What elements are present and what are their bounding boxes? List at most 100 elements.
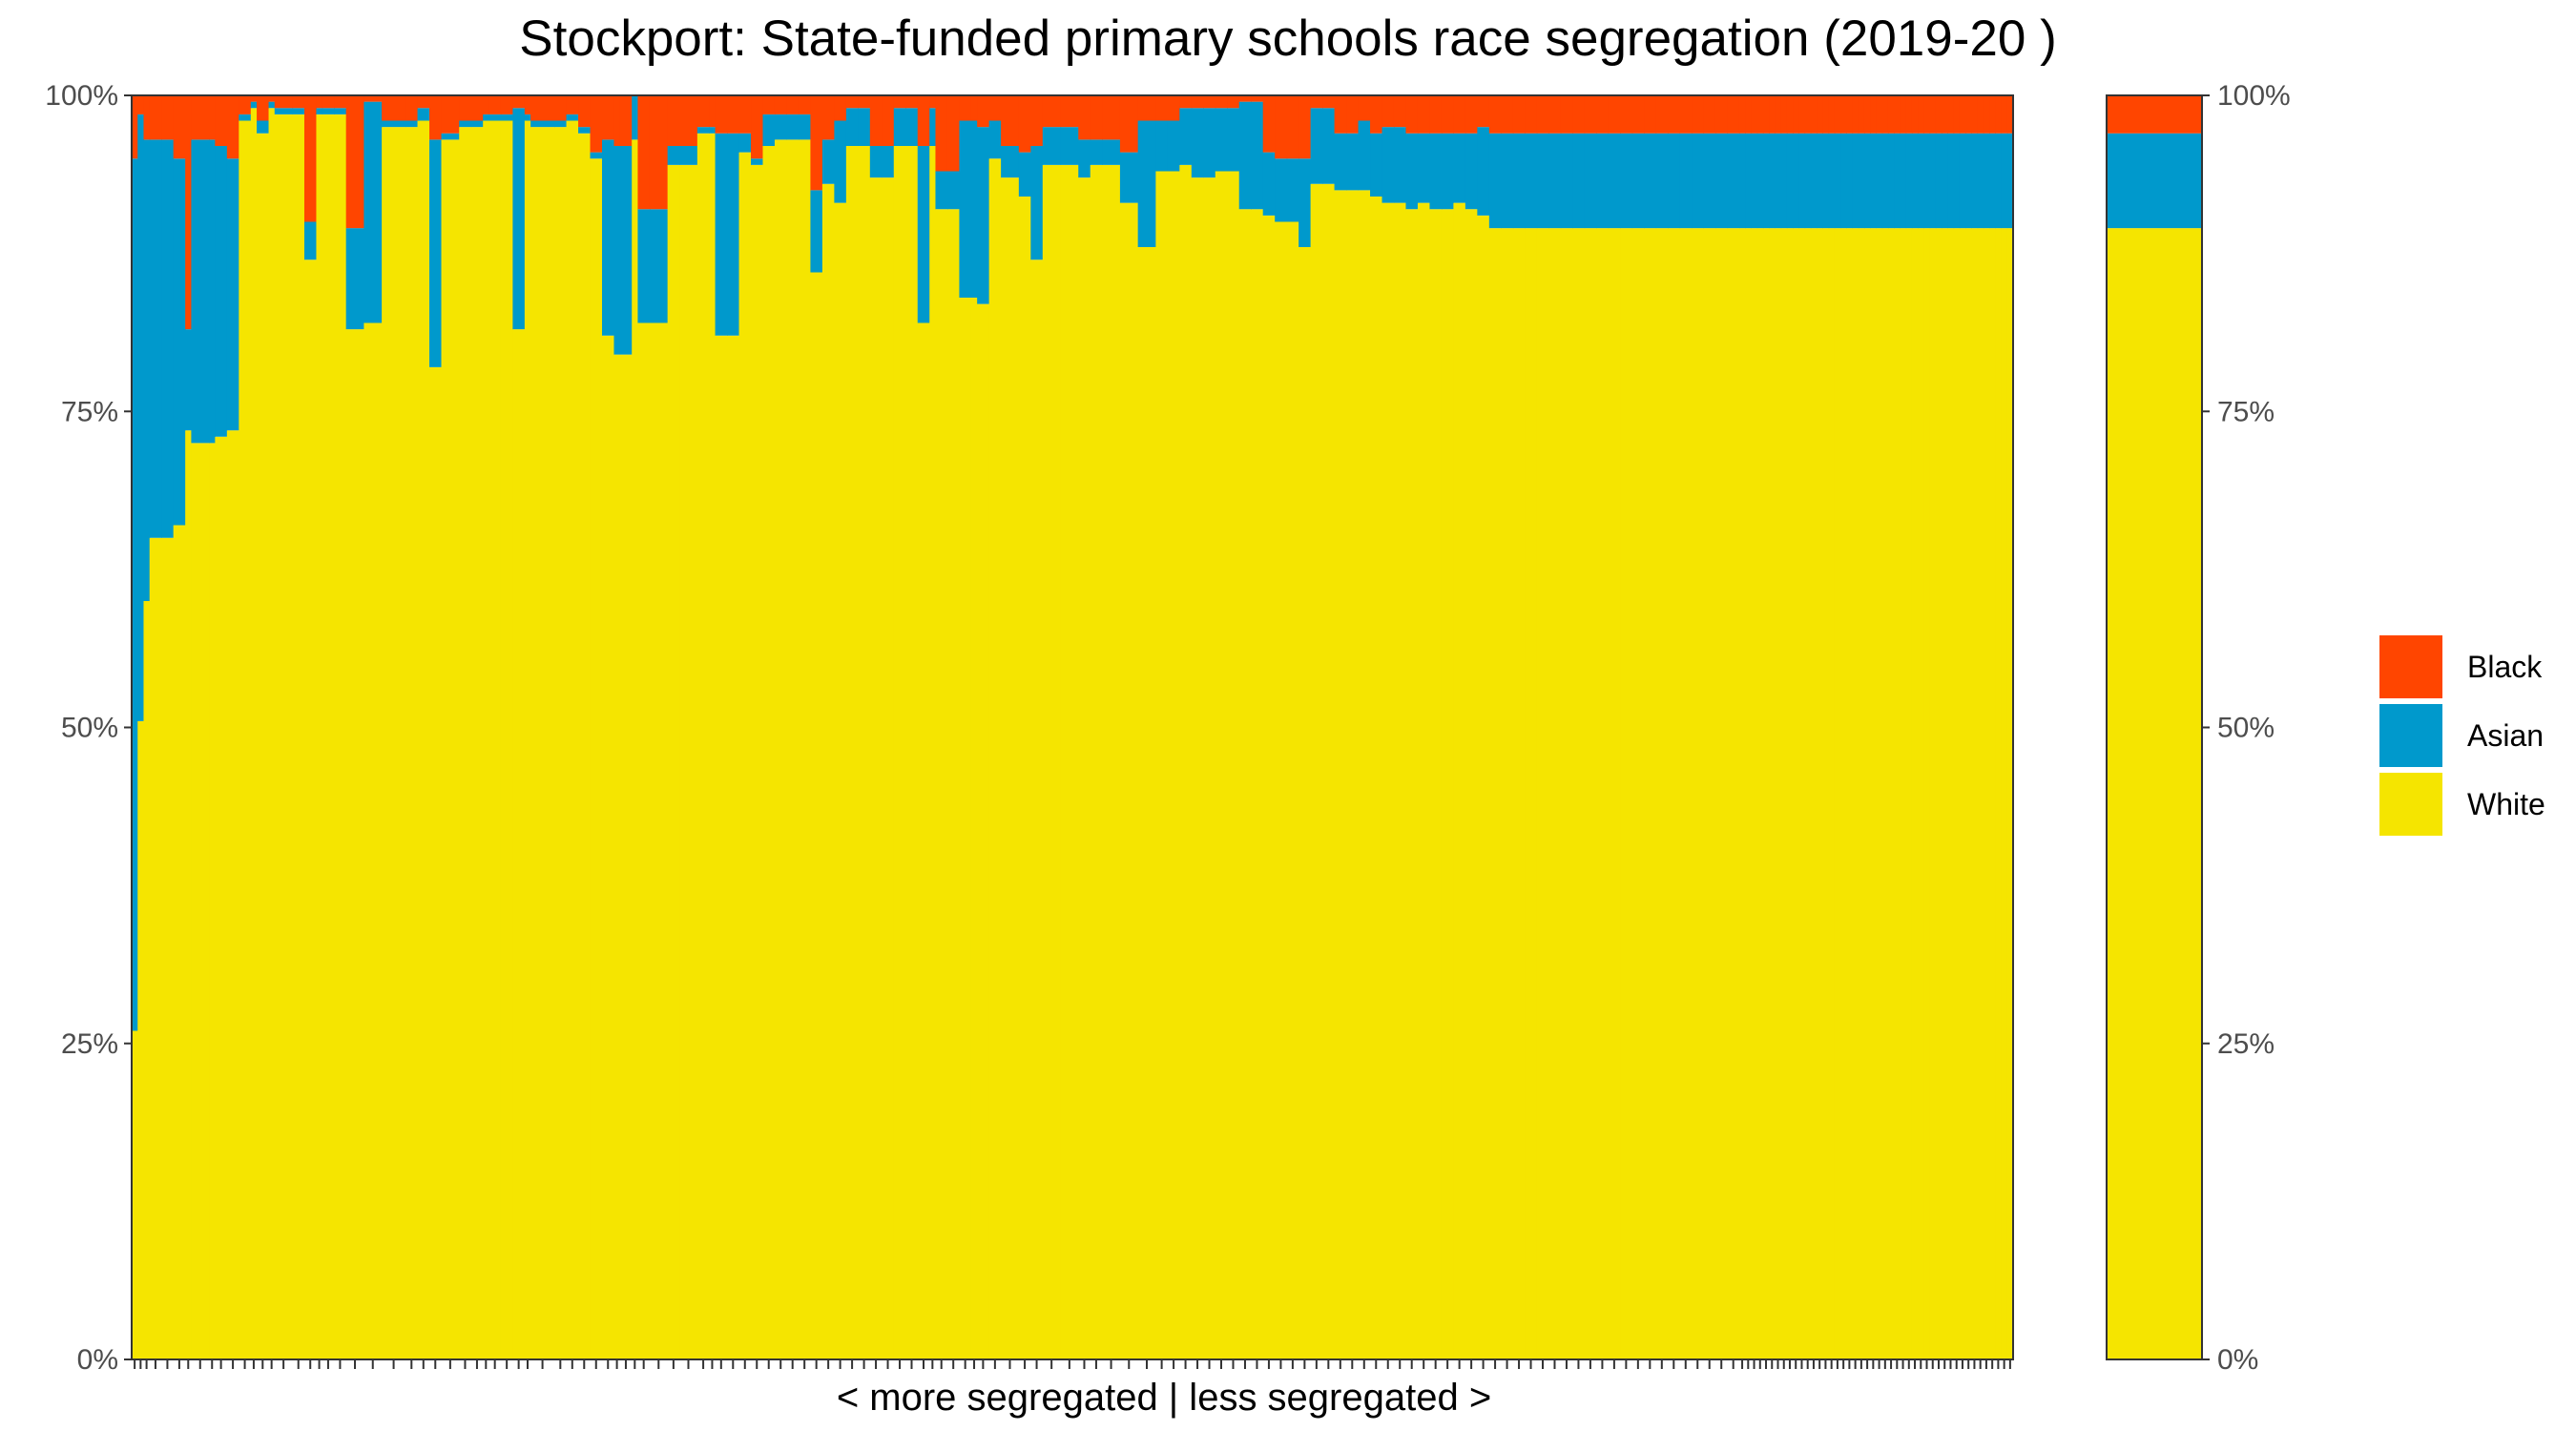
bar-white-0 <box>132 1030 138 1359</box>
bar-white-85 <box>1155 171 1169 1359</box>
bar-white-151 <box>1840 228 1847 1360</box>
bar-black-168 <box>1942 95 1948 134</box>
bar-black-9 <box>215 95 228 146</box>
bar-white-138 <box>1762 228 1770 1360</box>
bar-asian-164 <box>1918 133 1924 229</box>
bar-black-141 <box>1780 95 1788 134</box>
bar-asian-179 <box>2006 133 2014 229</box>
bar-asian-152 <box>1846 133 1854 229</box>
bar-white-145 <box>1804 228 1812 1360</box>
bar-white-108 <box>1429 209 1443 1359</box>
bar-white-143 <box>1793 228 1799 1360</box>
bar-asian-118 <box>1548 133 1562 229</box>
bar-white-33 <box>512 329 526 1360</box>
bar-asian-28 <box>459 120 472 128</box>
bar-asian-2 <box>143 139 151 602</box>
bar-white-76 <box>1018 197 1031 1359</box>
bar-black-16 <box>292 95 305 109</box>
bar-white-175 <box>1983 228 1990 1360</box>
bar-asian-108 <box>1429 133 1443 210</box>
bar-black-91 <box>1227 95 1240 109</box>
bar-black-84 <box>1137 95 1156 121</box>
bar-white-166 <box>1929 228 1937 1360</box>
bar-asian-116 <box>1525 133 1538 229</box>
bar-black-29 <box>470 95 484 121</box>
bar-asian-139 <box>1769 133 1776 229</box>
bar-black-26 <box>429 95 443 140</box>
bar-asian-120 <box>1572 133 1586 229</box>
bar-asian-43 <box>632 95 639 140</box>
bar-asian-145 <box>1804 133 1812 229</box>
bar-black-25 <box>417 95 430 109</box>
y-tick-label-right: 50% <box>2217 713 2275 744</box>
bar-black-167 <box>1935 95 1942 134</box>
bar-black-108 <box>1429 95 1443 134</box>
bar-black-144 <box>1798 95 1806 134</box>
bar-black-169 <box>1947 95 1955 134</box>
bar-black-106 <box>1405 95 1419 134</box>
bar-white-6 <box>185 430 192 1360</box>
bar-asian-62 <box>858 108 871 146</box>
bar-black-21 <box>345 95 364 229</box>
bar-white-27 <box>441 139 460 1360</box>
bar-asian-21 <box>345 228 364 330</box>
legend-swatch-asian <box>2379 704 2442 767</box>
bar-white-20 <box>334 114 347 1360</box>
bar-white-160 <box>1894 228 1901 1360</box>
x-axis-ticks <box>134 1359 2011 1369</box>
bar-asian-81 <box>1090 139 1103 165</box>
bar-black-0 <box>132 95 138 159</box>
bar-white-177 <box>1995 228 2003 1360</box>
bar-black-44 <box>637 95 651 210</box>
bar-white-46 <box>667 164 680 1360</box>
bar-black-79 <box>1060 95 1079 128</box>
bar-white-19 <box>322 114 335 1360</box>
bar-asian-162 <box>1905 133 1913 229</box>
bar-white-90 <box>1215 171 1228 1359</box>
bar-white-29 <box>470 127 484 1360</box>
bar-white-156 <box>1870 228 1878 1360</box>
bar-asian-103 <box>1370 133 1383 197</box>
bar-asian-20 <box>334 108 347 114</box>
bar-asian-178 <box>2001 133 2008 229</box>
bar-white-141 <box>1780 228 1788 1360</box>
y-tick-label-right: 0% <box>2217 1344 2258 1376</box>
bar-white-139 <box>1769 228 1776 1360</box>
bar-asian-150 <box>1834 133 1841 229</box>
bar-white-44 <box>637 322 651 1359</box>
bar-white-106 <box>1405 209 1419 1359</box>
bar-white-147 <box>1817 228 1823 1360</box>
bar-white-148 <box>1822 228 1830 1360</box>
bar-white-105 <box>1393 202 1407 1360</box>
bar-asian-89 <box>1203 108 1216 178</box>
bar-asian-110 <box>1453 133 1466 203</box>
bar-asian-16 <box>292 108 305 114</box>
bar-white-163 <box>1911 228 1919 1360</box>
bar-white-140 <box>1775 228 1782 1360</box>
bar-black-51 <box>727 95 740 134</box>
bar-white-157 <box>1876 228 1883 1360</box>
bar-asian-73 <box>977 127 990 304</box>
bar-black-86 <box>1167 95 1180 121</box>
bar-black-175 <box>1983 95 1990 134</box>
bar-black-117 <box>1536 95 1549 134</box>
bar-white-13 <box>257 133 270 1359</box>
bar-asian-30 <box>483 114 490 121</box>
bar-black-41 <box>613 95 621 146</box>
bar-black-112 <box>1477 95 1490 128</box>
bar-asian-74 <box>988 120 1002 159</box>
bar-white-130 <box>1692 228 1705 1360</box>
bar-asian-112 <box>1477 127 1490 216</box>
bar-white-36 <box>554 127 568 1360</box>
bar-white-61 <box>845 146 859 1359</box>
bar-black-178 <box>2001 95 2008 134</box>
bar-black-132 <box>1714 95 1729 134</box>
bar-asian-4 <box>161 139 175 538</box>
bar-asian-176 <box>1989 133 1996 229</box>
bar-black-98 <box>1310 95 1323 109</box>
bar-asian-168 <box>1942 133 1948 229</box>
bar-white-131 <box>1703 228 1716 1360</box>
bar-black-20 <box>334 95 347 109</box>
bar-black-148 <box>1822 95 1830 134</box>
bar-black-68 <box>929 95 937 109</box>
